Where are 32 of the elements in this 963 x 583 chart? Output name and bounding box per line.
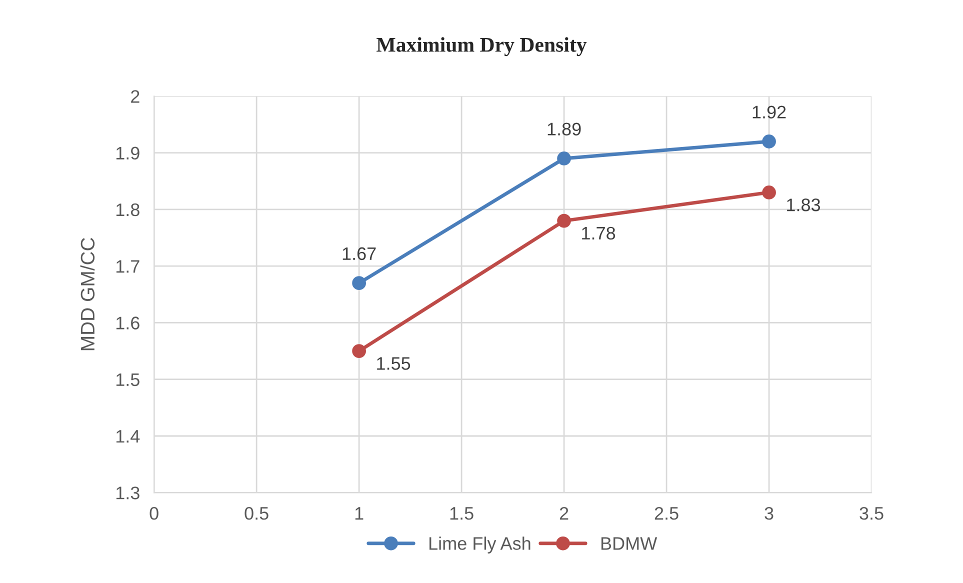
x-tick-label: 2.5 [654, 507, 678, 520]
data-label: 1.92 [752, 106, 786, 118]
y-axis-title: MDD GM/CC [80, 238, 95, 350]
y-tick-label: 1.5 [116, 373, 140, 386]
chart-title: Maximium Dry Density [376, 37, 587, 56]
data-label: 1.67 [342, 247, 376, 260]
x-tick-label: 2 [560, 507, 568, 520]
point [557, 214, 571, 228]
x-tick-label: 0 [150, 507, 158, 520]
x-tick-label: 0.5 [244, 507, 268, 520]
data-label: 1.89 [548, 122, 581, 136]
y-tick-label: 1.9 [116, 146, 140, 160]
y-tick-label: 1.7 [116, 260, 140, 273]
x-tick-label: 3.5 [860, 507, 884, 520]
point [352, 276, 366, 290]
y-tick-label: 1.6 [116, 316, 140, 330]
point [557, 152, 571, 166]
y-tick-label: 1.8 [116, 203, 140, 216]
legend-label: BDMW [601, 537, 658, 550]
point [762, 134, 776, 148]
point [762, 186, 776, 200]
x-tick-label: 1 [355, 507, 364, 520]
legend-label: Lime Fly Ash [430, 536, 530, 554]
y-tick-label: 1.4 [116, 430, 140, 443]
x-tick-label: 1.5 [450, 507, 474, 520]
data-label: 1.83 [787, 198, 820, 212]
data-label: 1.55 [377, 357, 410, 370]
x-tick-label: 3 [764, 507, 774, 520]
y-tick-label: 1.3 [116, 486, 140, 500]
y-tick-label: 2 [131, 90, 140, 103]
point [352, 344, 366, 358]
data-label: 1.78 [582, 226, 616, 240]
